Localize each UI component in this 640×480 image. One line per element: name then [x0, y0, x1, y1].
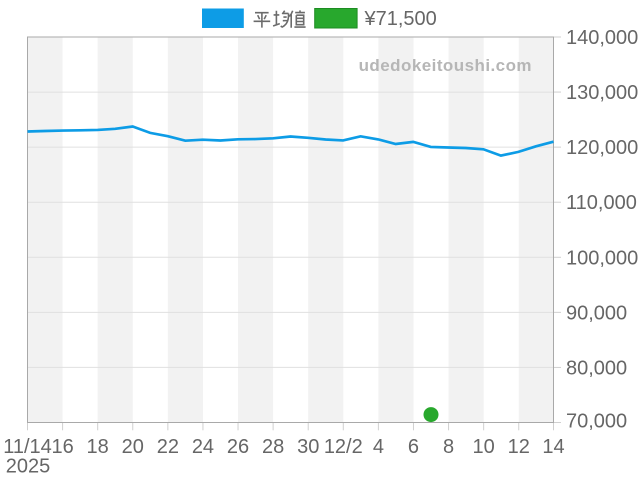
svg-text:2025: 2025 — [6, 455, 51, 477]
svg-text:14: 14 — [542, 436, 564, 458]
svg-text:130,000: 130,000 — [566, 82, 638, 104]
svg-text:90,000: 90,000 — [566, 302, 627, 324]
svg-text:26: 26 — [227, 436, 249, 458]
svg-text:16: 16 — [51, 436, 73, 458]
svg-text:20: 20 — [122, 436, 144, 458]
svg-text:80,000: 80,000 — [566, 357, 627, 379]
svg-text:70,000: 70,000 — [566, 411, 627, 433]
svg-text:10: 10 — [473, 436, 495, 458]
svg-text:110,000: 110,000 — [566, 192, 637, 214]
svg-text:12/2: 12/2 — [324, 436, 363, 458]
svg-text:100,000: 100,000 — [566, 247, 638, 269]
svg-text:6: 6 — [408, 436, 419, 458]
svg-text:140,000: 140,000 — [566, 27, 638, 49]
svg-text:22: 22 — [157, 436, 179, 458]
svg-text:120,000: 120,000 — [566, 137, 638, 159]
svg-text:¥71,500: ¥71,500 — [364, 8, 437, 30]
svg-text:4: 4 — [373, 436, 384, 458]
svg-text:udedokeitoushi.com: udedokeitoushi.com — [359, 56, 532, 75]
svg-text:12: 12 — [508, 436, 530, 458]
svg-text:30: 30 — [297, 436, 319, 458]
svg-text:18: 18 — [87, 436, 109, 458]
svg-text:28: 28 — [262, 436, 284, 458]
svg-text:24: 24 — [192, 436, 214, 458]
svg-text:8: 8 — [443, 436, 454, 458]
svg-text:11/14: 11/14 — [3, 436, 52, 458]
